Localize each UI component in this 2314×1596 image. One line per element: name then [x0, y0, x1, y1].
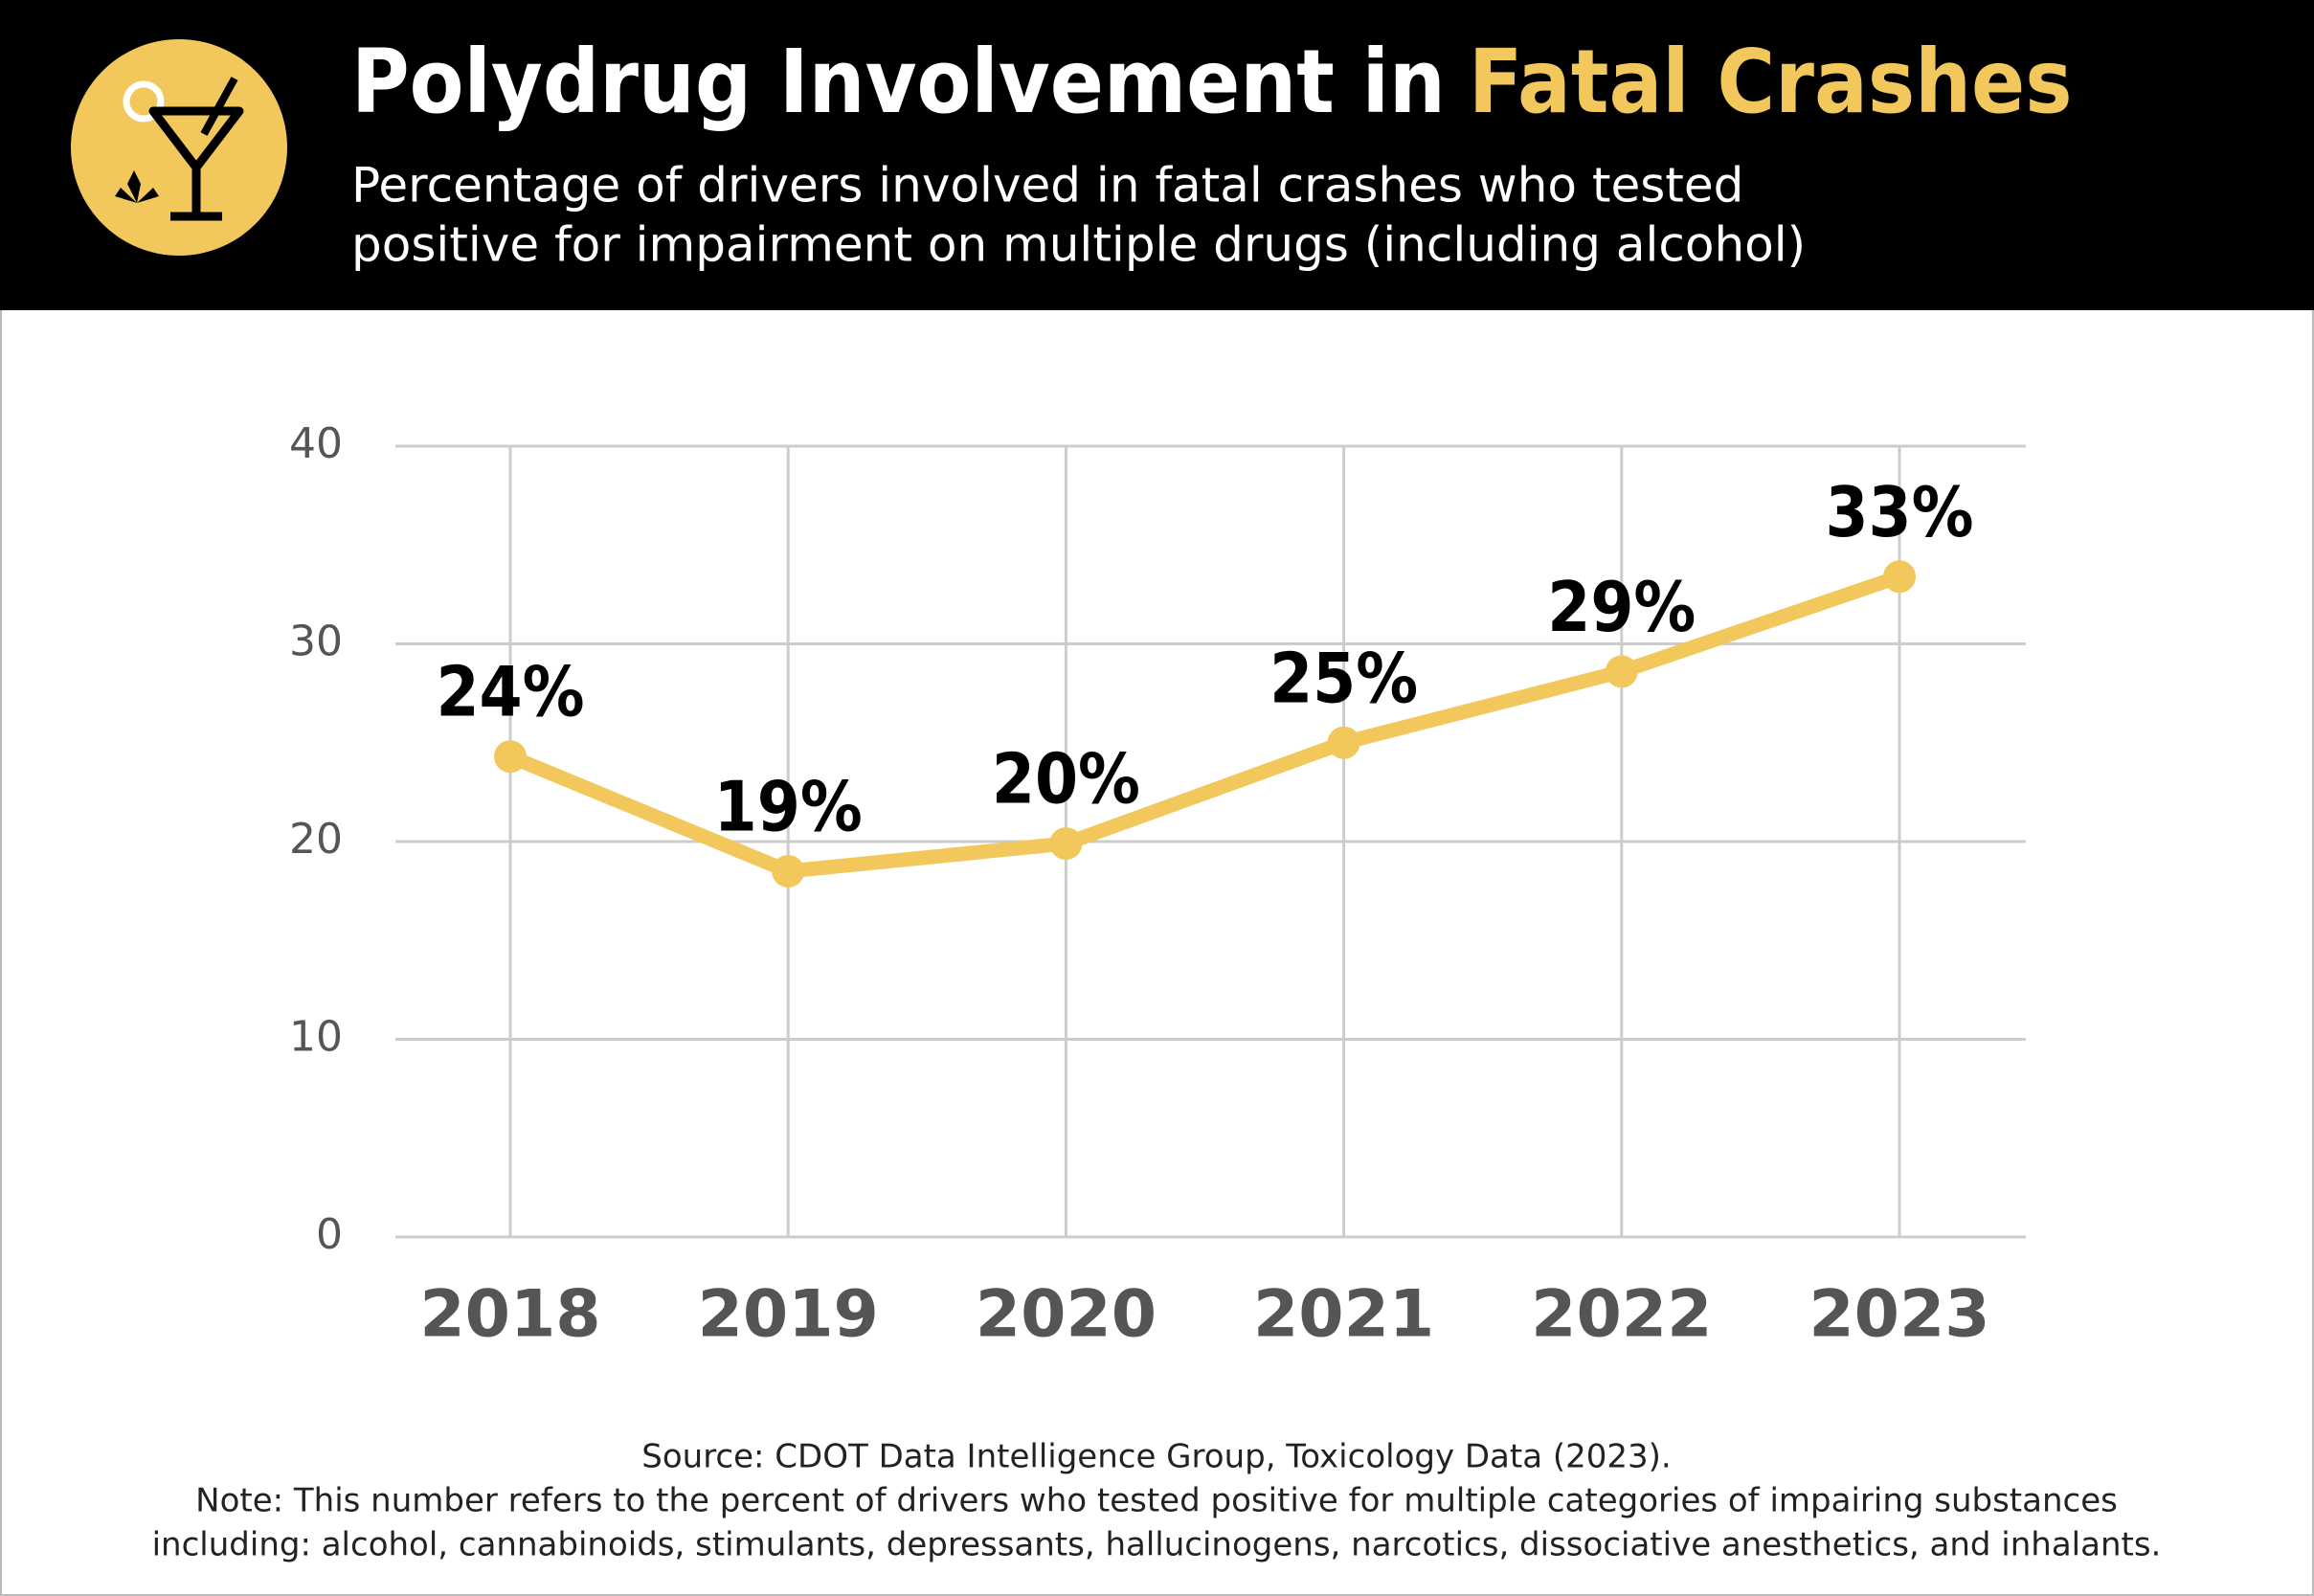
data-label: 33%: [1825, 472, 1973, 552]
x-tick-label: 2022: [1531, 1277, 1712, 1353]
chart-title: Polydrug Involvement in Fatal Crashes: [351, 31, 2072, 133]
source: Source: CDOT Data Intelligence Group, To…: [641, 1438, 1671, 1476]
title-highlight: Fatal Crashes: [1469, 31, 2073, 133]
marker: [772, 854, 805, 888]
data-label: 20%: [992, 739, 1140, 820]
line: [507, 570, 1902, 879]
x-tick-label: 2020: [976, 1277, 1157, 1353]
note: Note: This number refers to the percent …: [195, 1482, 2118, 1520]
x-tick-label: 2018: [419, 1277, 600, 1353]
marker: [1605, 655, 1638, 688]
header: [0, 0, 2314, 310]
icon: [71, 39, 287, 256]
marker: [1327, 726, 1360, 759]
data-label: 24%: [436, 652, 584, 732]
x-tick-label: 2019: [698, 1277, 879, 1353]
data-label: 29%: [1547, 567, 1696, 647]
marker: [1049, 827, 1083, 861]
data-label: 25%: [1269, 638, 1418, 718]
subtitle: Percentage of drivers involved in fatal …: [351, 158, 1743, 214]
x-tick-label: 2021: [1253, 1277, 1434, 1353]
marker: [494, 740, 527, 774]
y-tick-label: 0: [316, 1210, 343, 1259]
marker: [1883, 560, 1916, 594]
y-tick-label: 40: [289, 419, 343, 468]
y-tick-label: 10: [289, 1013, 343, 1062]
y-tick-label: 20: [289, 815, 343, 864]
note: including: alcohol, cannabinoids, stimul…: [152, 1526, 2162, 1564]
x-tick-label: 2023: [1809, 1277, 1989, 1353]
data-label: 19%: [714, 766, 863, 846]
subtitle: positive for impairment on multiple drug…: [351, 217, 1806, 273]
title-main: Polydrug Involvement in: [351, 31, 1446, 133]
y-tick-label: 30: [289, 618, 343, 666]
